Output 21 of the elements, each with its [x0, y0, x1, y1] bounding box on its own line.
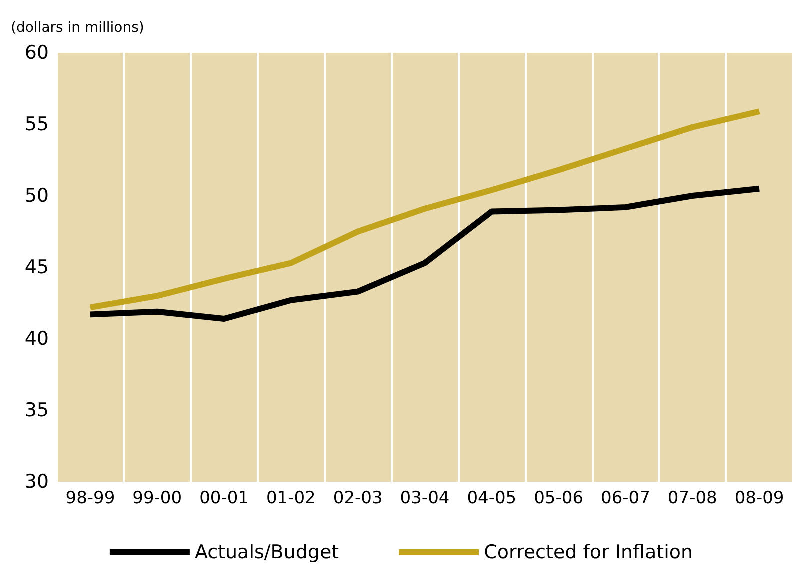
x-tick-label: 05-06 — [534, 488, 584, 508]
x-tick-label: 04-05 — [467, 488, 517, 508]
legend-label: Corrected for Inflation — [484, 542, 694, 564]
y-tick-label: 30 — [24, 471, 49, 493]
x-tick-label: 99-00 — [132, 488, 182, 508]
x-tick-label: 03-04 — [400, 488, 450, 508]
y-tick-label: 35 — [24, 400, 49, 422]
legend-label: Actuals/Budget — [194, 542, 340, 564]
y-tick-label: 60 — [24, 42, 49, 64]
y-tick-label: 50 — [24, 185, 49, 207]
x-tick-label: 07-08 — [668, 488, 718, 508]
x-tick-label: 01-02 — [266, 488, 316, 508]
x-tick-label: 00-01 — [200, 488, 249, 508]
y-tick-label: 55 — [24, 114, 49, 136]
y-tick-label: 40 — [24, 328, 49, 350]
x-tick-label: 98-99 — [66, 488, 116, 508]
x-tick-label: 06-07 — [601, 488, 650, 508]
y-axis-title: (dollars in millions) — [11, 20, 144, 36]
x-tick-label: 08-09 — [734, 488, 784, 508]
x-tick-label: 02-03 — [333, 488, 383, 508]
y-tick-label: 45 — [24, 256, 49, 278]
